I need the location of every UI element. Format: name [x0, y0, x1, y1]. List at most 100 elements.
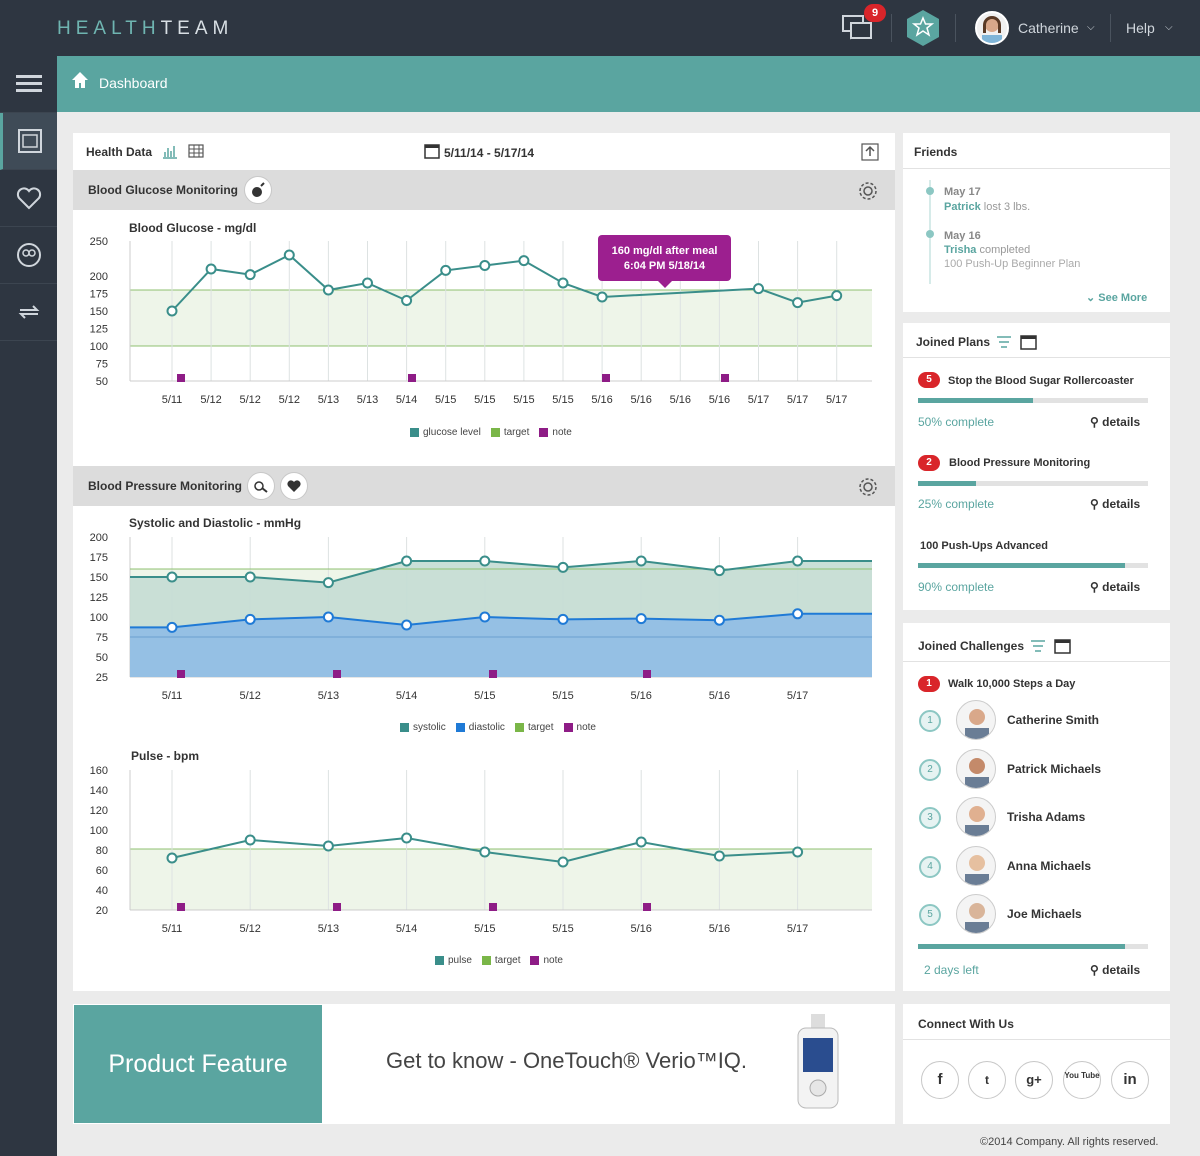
glucose-meter-button[interactable]	[244, 176, 272, 204]
glucose-meter-image	[797, 1014, 839, 1109]
data-point	[596, 291, 608, 303]
plan-name[interactable]: 100 Push-Ups Advanced	[920, 540, 1048, 552]
x-tick-label: 5/16	[630, 923, 651, 935]
logo-part2: TEAM	[160, 18, 234, 39]
table-view-icon[interactable]	[188, 144, 204, 158]
heart-rate-button[interactable]	[280, 472, 308, 500]
data-point	[479, 611, 491, 623]
list-view-icon[interactable]	[1030, 639, 1046, 653]
challenge-participant-name[interactable]: Patrick Michaels	[1007, 761, 1102, 776]
y-tick-label: 20	[96, 905, 108, 917]
note-marker	[721, 374, 729, 382]
avatar[interactable]	[956, 845, 996, 886]
challenge-participant-name[interactable]: Catherine Smith	[1007, 713, 1100, 727]
user-name[interactable]: Catherine	[1018, 20, 1079, 36]
app-logo[interactable]: HEALTHTEAM	[57, 18, 233, 40]
community-icon	[16, 243, 41, 267]
note-marker	[408, 374, 416, 382]
friends-title: Friends	[914, 145, 958, 159]
plan-progress	[918, 563, 1148, 568]
note-marker	[333, 903, 341, 911]
calendar-icon[interactable]	[1020, 334, 1037, 350]
friends-panel	[903, 133, 1170, 312]
legend-item: glucose level	[410, 427, 481, 438]
data-point	[557, 561, 569, 573]
home-icon[interactable]	[71, 71, 89, 89]
calendar-icon[interactable]	[424, 143, 440, 159]
bp-cuff-icon	[254, 481, 268, 493]
x-tick-label: 5/11	[162, 394, 183, 406]
sidebar-item-community[interactable]	[0, 227, 57, 284]
facebook-icon[interactable]: f	[921, 1061, 959, 1099]
favorites-star-icon[interactable]	[906, 9, 940, 47]
glucose-settings-gear-icon[interactable]	[857, 180, 879, 202]
help-menu[interactable]: Help	[1126, 20, 1155, 36]
x-tick-label: 5/16	[630, 690, 651, 702]
x-tick-label: 5/11	[162, 923, 183, 935]
menu-icon[interactable]	[0, 56, 57, 113]
friend-name[interactable]: Trisha	[944, 244, 977, 256]
x-tick-label: 5/17	[787, 394, 808, 406]
list-view-icon[interactable]	[996, 335, 1012, 349]
breadcrumb[interactable]: Dashboard	[99, 75, 168, 91]
sidebar-item-dashboard[interactable]	[0, 113, 57, 170]
sidebar-item-sync[interactable]	[0, 284, 57, 341]
bp-cuff-button[interactable]	[247, 472, 275, 500]
data-point	[322, 284, 334, 296]
data-point	[479, 260, 491, 271]
plan-details-link[interactable]: ⚲ details	[1090, 580, 1141, 594]
date-range[interactable]: 5/11/14 - 5/17/14	[444, 146, 535, 160]
divider	[891, 14, 892, 42]
avatar[interactable]	[956, 894, 996, 934]
pulse-chart-title: Pulse - bpm	[131, 749, 200, 763]
challenge-participant-name[interactable]: Anna Michaels	[1007, 858, 1092, 873]
legend-item: note	[539, 427, 572, 438]
data-point	[362, 277, 373, 289]
data-point	[518, 255, 530, 267]
legend-item: target	[481, 955, 520, 966]
plan-details-link[interactable]: ⚲ details	[1090, 415, 1141, 429]
chevron-down-icon[interactable]: ⌵	[1087, 22, 1095, 33]
y-tick-label: 40	[96, 885, 108, 897]
plan-name[interactable]: Stop the Blood Sugar Rollercoaster	[948, 375, 1134, 387]
x-tick-label: 5/16	[630, 394, 651, 406]
data-point	[401, 295, 413, 306]
youtube-icon[interactable]: You Tube	[1063, 1061, 1101, 1099]
x-tick-label: 5/15	[435, 394, 456, 406]
product-feature-text[interactable]: Get to know - OneTouch® Verio™IQ.	[386, 1048, 748, 1073]
challenge-name[interactable]: Walk 10,000 Steps a Day	[948, 678, 1076, 690]
challenge-participant-name[interactable]: Trisha Adams	[1007, 810, 1086, 824]
target-band	[130, 290, 872, 346]
data-point	[792, 608, 804, 620]
heart-icon	[16, 187, 41, 210]
friend-name[interactable]: Patrick	[944, 201, 981, 213]
challenges-panel	[903, 623, 1170, 991]
note-marker	[489, 903, 497, 911]
x-tick-label: 5/11	[162, 690, 183, 702]
friend-activity: Trisha completed	[944, 244, 1031, 256]
search-icon: ⚲	[1090, 963, 1099, 977]
challenge-participant-name[interactable]: Joe Michaels	[1007, 907, 1082, 921]
linkedin-icon[interactable]: in	[1111, 1061, 1149, 1099]
bp-settings-gear-icon[interactable]	[857, 476, 879, 498]
bp-legend: systolic diastolic target note	[400, 722, 596, 733]
export-icon[interactable]	[861, 143, 879, 161]
plan-name[interactable]: Blood Pressure Monitoring	[949, 457, 1091, 469]
avatar[interactable]	[956, 797, 996, 837]
bar-chart-icon[interactable]	[162, 143, 178, 159]
glucose-drop-icon	[252, 182, 265, 197]
avatar[interactable]	[956, 700, 996, 740]
user-avatar[interactable]	[975, 11, 1009, 45]
sidebar-item-health[interactable]	[0, 170, 57, 227]
twitter-icon[interactable]: t	[968, 1061, 1006, 1099]
plan-details-link[interactable]: ⚲ details	[1090, 497, 1141, 511]
data-point	[244, 834, 256, 846]
challenge-details-link[interactable]: ⚲ details	[1090, 963, 1141, 977]
chat-icon[interactable]	[841, 13, 873, 43]
calendar-icon[interactable]	[1054, 638, 1071, 654]
sidebar	[0, 56, 57, 1156]
avatar[interactable]	[956, 748, 996, 789]
see-more-link[interactable]: ⌄ See More	[1086, 292, 1148, 304]
google-plus-icon[interactable]: g+	[1015, 1061, 1053, 1099]
chevron-down-icon[interactable]: ⌵	[1165, 22, 1173, 33]
